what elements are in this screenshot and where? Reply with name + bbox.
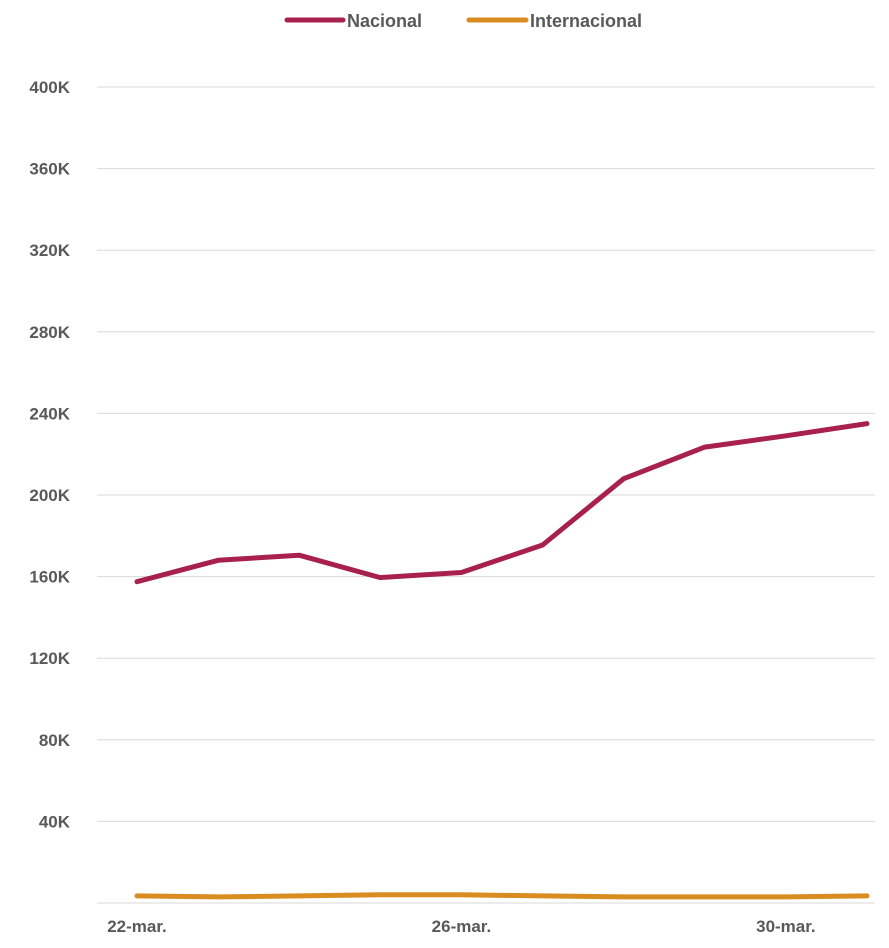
legend: Nacional Internacional xyxy=(284,11,642,31)
y-tick-label: 200K xyxy=(29,486,70,505)
x-tick-label: 22-mar. xyxy=(107,917,167,936)
legend-label: Internacional xyxy=(530,11,642,31)
y-tick-label: 400K xyxy=(29,78,70,97)
legend-item-internacional: Internacional xyxy=(466,11,642,31)
y-tick-label: 240K xyxy=(29,404,70,423)
x-tick-label: 26-mar. xyxy=(432,917,492,936)
legend-item-nacional: Nacional xyxy=(284,11,422,31)
y-tick-label: 80K xyxy=(39,731,71,750)
series-line-internacional xyxy=(134,892,870,900)
y-tick-label: 40K xyxy=(39,812,71,831)
y-tick-label: 360K xyxy=(29,160,70,179)
series-line-nacional xyxy=(134,421,870,585)
y-tick-label: 320K xyxy=(29,241,70,260)
y-tick-label: 120K xyxy=(29,649,70,668)
y-tick-label: 280K xyxy=(29,323,70,342)
series-group xyxy=(134,421,870,900)
x-axis: 22-mar. 26-mar. 30-mar. xyxy=(97,902,875,936)
legend-label: Nacional xyxy=(347,11,422,31)
y-tick-label: 160K xyxy=(29,568,70,587)
x-tick-label: 30-mar. xyxy=(756,917,816,936)
y-axis: 40K 80K 120K 160K 200K 240K 280K 320K 360K 400K xyxy=(29,78,70,831)
gridlines xyxy=(97,86,875,822)
